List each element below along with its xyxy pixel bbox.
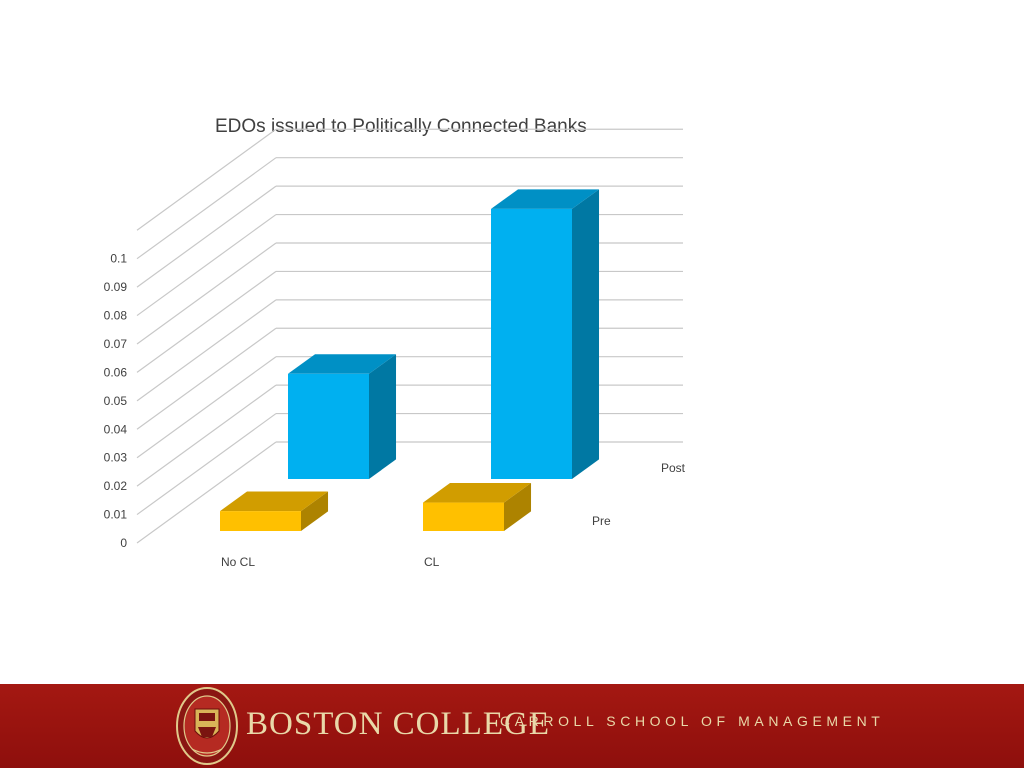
institution-name: BOSTON COLLEGE [246,706,550,742]
gridline-depth [136,270,277,373]
series-label-post: Post [661,461,686,475]
y-axis-ticks: 0 0.01 0.02 0.03 0.04 0.05 0.06 0.07 0.08 0.09 0.1 [104,252,128,550]
y-tick-label: 0.02 [104,479,128,493]
bar-post-1-top [491,189,600,209]
bar-pre-0-front [220,511,301,531]
gridline-depth [136,214,277,317]
bar-pre-0-top [220,491,329,512]
y-tick-label: 0.05 [104,394,128,408]
school-name: CARROLL SCHOOL OF MANAGEMENT [500,713,885,729]
gridline-depth [136,128,277,231]
bar-post-1 [491,189,600,480]
bar-post-0-top [288,354,397,374]
bars [220,189,600,531]
bar-pre-1-side [504,482,532,531]
y-tick-label: 0.09 [104,280,128,294]
edos-3d-column-chart: EDOs issued to Politically Connected Ban… [104,116,686,569]
y-tick-label: 0 [120,536,127,550]
y-tick-label: 0.08 [104,309,128,323]
gridline-depth [136,185,277,288]
bar-pre-1 [423,482,532,531]
axis-labels: No CL CL Pre Post [221,461,686,569]
gridline-depth [136,299,277,402]
bar-pre-1-front [423,502,504,531]
y-tick-label: 0.1 [110,252,127,266]
gridline-depth [136,356,277,459]
x-category-label: CL [424,555,440,569]
footer-banner: BOSTON COLLEGE CARROLL SCHOOL OF MANAGEM… [0,684,1024,768]
y-tick-label: 0.04 [104,422,128,436]
gridline-depth [136,327,277,430]
chart-title: EDOs issued to Politically Connected Ban… [215,116,587,137]
bar-post-0 [288,354,397,479]
y-tick-label: 0.03 [104,451,128,465]
series-label-pre: Pre [592,514,611,528]
gridline-depth [136,441,277,544]
gridlines [136,128,683,544]
gridline-depth [136,384,277,487]
y-tick-label: 0.06 [104,365,128,379]
gridline-depth [136,413,277,516]
bar-post-1-side [572,189,600,479]
x-category-label: No CL [221,555,255,569]
bar-post-0-side [369,354,397,479]
y-tick-label: 0.07 [104,337,128,351]
boston-college-seal-icon [176,687,238,765]
gridline-depth [136,157,277,260]
bar-pre-0 [220,491,329,531]
bar-post-1-front [491,208,572,480]
y-tick-label: 0.01 [104,508,128,522]
bar-post-0-front [288,373,369,479]
gridline-depth [136,242,277,345]
bar-pre-0-side [301,491,329,531]
bar-pre-1-top [423,482,532,503]
